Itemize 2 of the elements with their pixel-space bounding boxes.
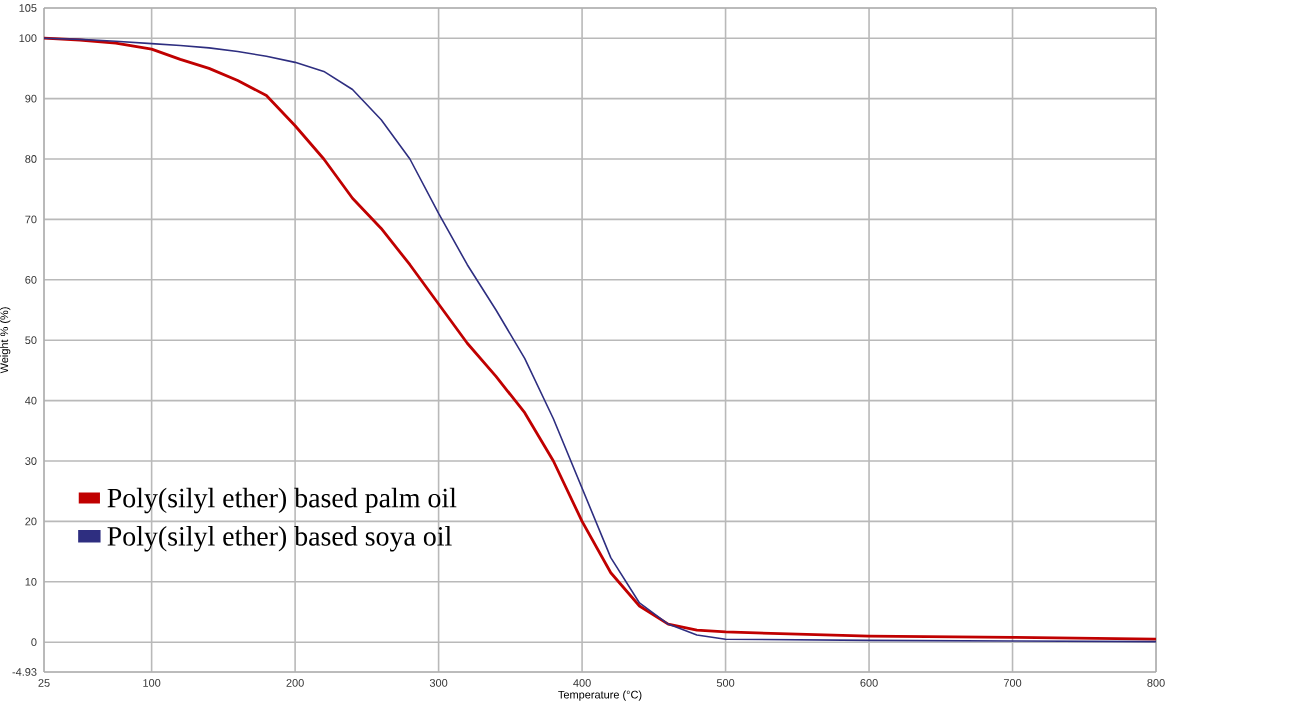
legend-label: Poly(silyl ether) based soya oil [107, 526, 452, 552]
legend-label: Poly(silyl ether) based palm oil [107, 487, 457, 514]
